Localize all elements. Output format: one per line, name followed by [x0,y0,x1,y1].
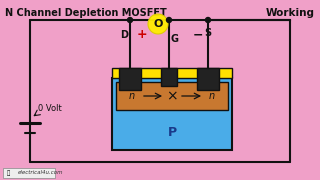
Circle shape [127,17,132,22]
Text: n: n [129,91,135,101]
Text: O: O [153,19,163,29]
Bar [112,78,232,150]
Circle shape [205,17,211,22]
Text: 🔴: 🔴 [7,170,10,176]
Text: electrical4u.com: electrical4u.com [18,170,63,175]
Text: S: S [204,28,212,38]
Bar [116,82,228,110]
Text: P: P [167,125,177,138]
Text: ×: × [166,89,178,103]
Text: 0 Volt: 0 Volt [38,103,62,112]
Text: G: G [171,34,179,44]
Text: Working: Working [266,8,315,18]
Circle shape [166,17,172,22]
Bar [197,68,219,90]
Text: +: + [137,28,147,41]
Circle shape [148,14,168,34]
Bar [161,68,177,86]
Text: −: − [193,28,203,41]
Text: n: n [209,91,215,101]
Text: N Channel Depletion MOSFET: N Channel Depletion MOSFET [5,8,167,18]
Bar [3,168,55,178]
Bar [119,68,141,90]
Bar [112,68,232,78]
Text: D: D [120,30,128,40]
